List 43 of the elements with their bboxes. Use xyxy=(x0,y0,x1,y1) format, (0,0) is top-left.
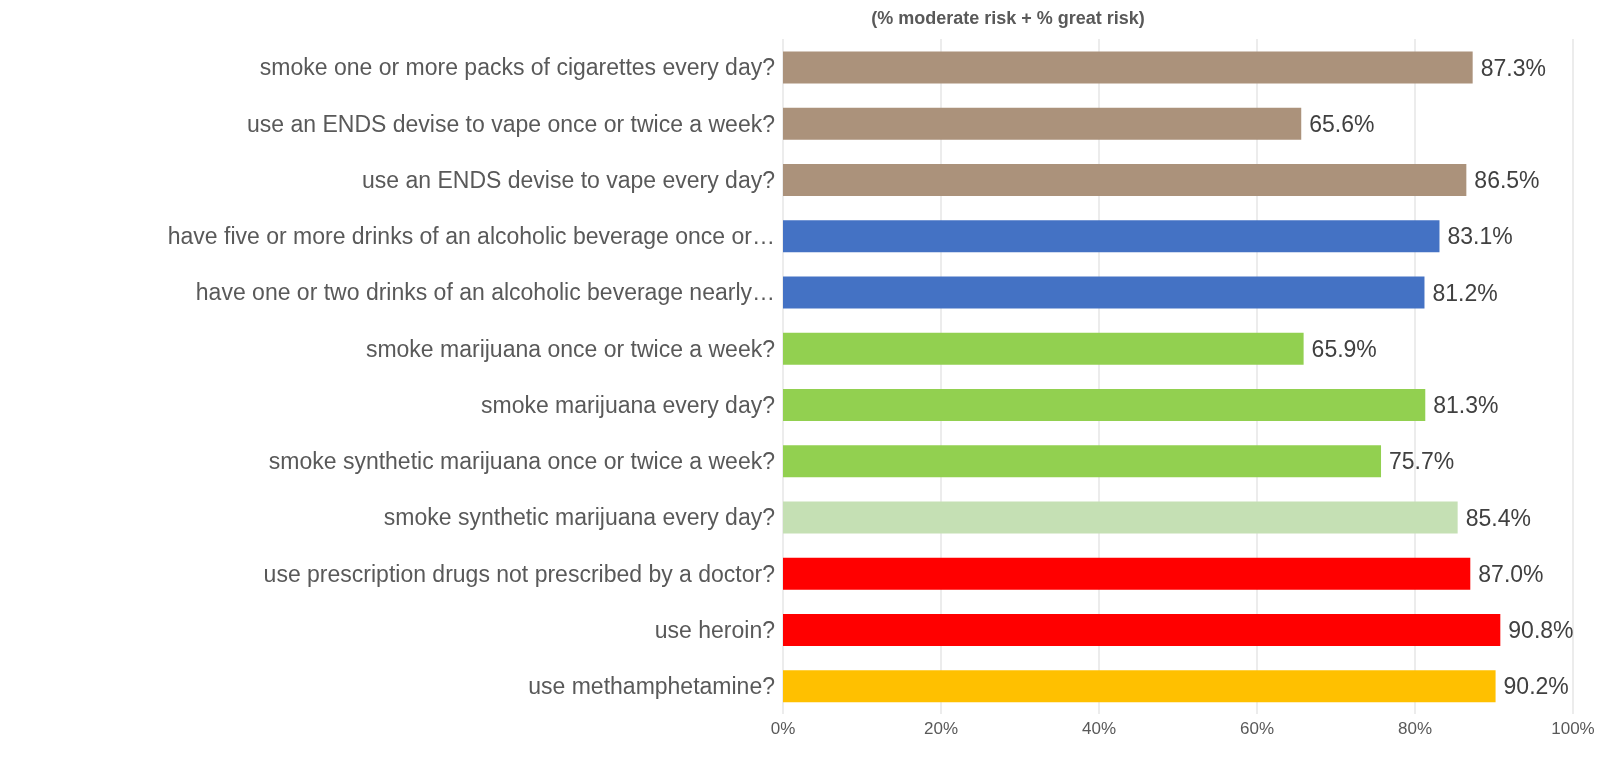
bar xyxy=(783,670,1496,703)
y-tick-label: use prescription drugs not prescribed by a doctor? xyxy=(263,560,775,587)
bar xyxy=(783,557,1471,590)
y-tick-label: use an ENDS devise to vape once or twice a week? xyxy=(246,110,775,137)
bar xyxy=(783,107,1302,140)
bar xyxy=(783,332,1304,365)
data-label: 81.2% xyxy=(1432,279,1498,306)
data-label: 83.1% xyxy=(1447,223,1513,250)
x-tick-label: 80% xyxy=(1397,719,1433,739)
data-label: 65.9% xyxy=(1311,335,1377,362)
y-tick-label: have one or two drinks of an alcoholic beverage nearly… xyxy=(195,279,775,306)
y-tick-label: smoke marijuana once or twice a week? xyxy=(365,335,775,362)
chart-subtitle: (% moderate risk + % great risk) xyxy=(870,8,1146,29)
bar xyxy=(783,388,1426,421)
x-tick-label: 40% xyxy=(1081,719,1117,739)
bar xyxy=(783,445,1382,478)
y-tick-label: use an ENDS devise to vape every day? xyxy=(362,166,775,193)
y-tick-label: smoke one or more packs of cigarettes every day? xyxy=(259,54,775,81)
x-tick-label: 60% xyxy=(1239,719,1275,739)
x-tick-label: 20% xyxy=(923,719,959,739)
bar xyxy=(783,51,1473,84)
y-tick-label: have five or more drinks of an alcoholic beverage once or… xyxy=(167,223,775,250)
bar xyxy=(783,501,1458,534)
y-tick-label: use heroin? xyxy=(654,616,775,643)
y-tick-label: smoke synthetic marijuana every day? xyxy=(383,504,775,531)
x-tick-label: 100% xyxy=(1551,719,1595,739)
data-label: 87.0% xyxy=(1478,560,1544,587)
data-label: 87.3% xyxy=(1480,54,1546,81)
data-label: 75.7% xyxy=(1389,448,1455,475)
data-label: 81.3% xyxy=(1433,392,1499,419)
data-label: 65.6% xyxy=(1309,110,1375,137)
x-tick-label: 0% xyxy=(770,719,796,739)
bar xyxy=(783,613,1501,646)
data-label: 90.2% xyxy=(1503,673,1569,700)
y-tick-label: smoke synthetic marijuana once or twice a week? xyxy=(268,448,775,475)
data-label: 85.4% xyxy=(1465,504,1531,531)
bar xyxy=(783,220,1440,253)
y-tick-label: smoke marijuana every day? xyxy=(480,391,775,418)
data-label: 90.8% xyxy=(1508,617,1574,644)
data-label: 86.5% xyxy=(1474,167,1540,194)
bar xyxy=(783,276,1425,309)
bar xyxy=(783,163,1467,196)
y-tick-label: use methamphetamine? xyxy=(528,673,775,700)
